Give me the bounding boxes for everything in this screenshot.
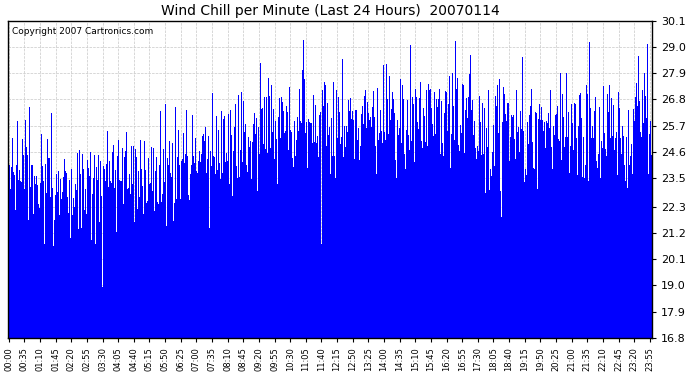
Text: Copyright 2007 Cartronics.com: Copyright 2007 Cartronics.com xyxy=(12,27,153,36)
Title: Wind Chill per Minute (Last 24 Hours)  20070114: Wind Chill per Minute (Last 24 Hours) 20… xyxy=(161,4,500,18)
